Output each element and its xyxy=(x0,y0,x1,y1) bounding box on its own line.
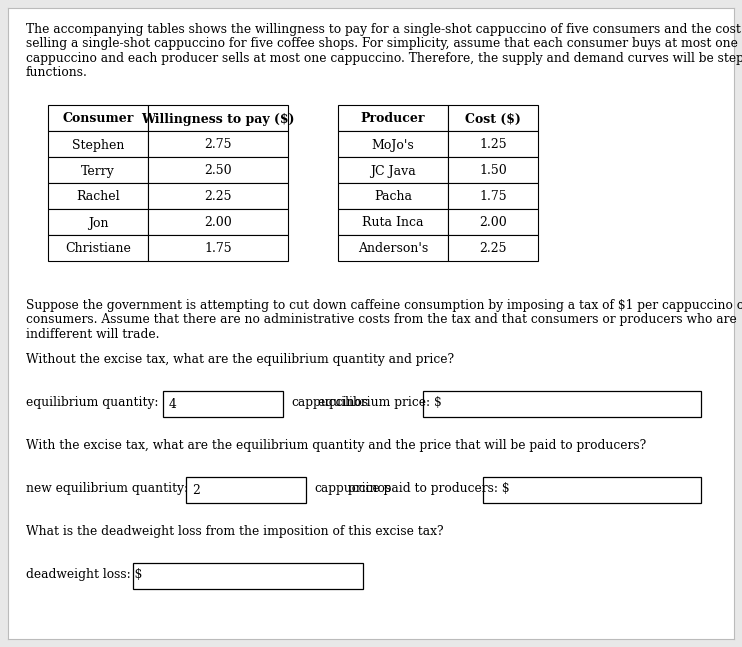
Text: equilibrium quantity:: equilibrium quantity: xyxy=(26,396,159,409)
Text: 1.50: 1.50 xyxy=(479,164,507,177)
Text: 2.25: 2.25 xyxy=(204,190,232,204)
Bar xyxy=(148,105,288,131)
Bar xyxy=(163,391,283,417)
Text: equilibrium price: $: equilibrium price: $ xyxy=(318,396,441,409)
Text: price paid to producers: $: price paid to producers: $ xyxy=(348,482,510,495)
Bar xyxy=(338,131,448,157)
Bar xyxy=(148,131,288,157)
Bar xyxy=(448,235,538,261)
Bar xyxy=(338,209,448,235)
Bar xyxy=(48,105,148,131)
Text: consumers. Assume that there are no administrative costs from the tax and that c: consumers. Assume that there are no admi… xyxy=(26,314,737,327)
Text: 1.25: 1.25 xyxy=(479,138,507,151)
Text: With the excise tax, what are the equilibrium quantity and the price that will b: With the excise tax, what are the equili… xyxy=(26,439,646,452)
Bar xyxy=(448,183,538,209)
Bar xyxy=(148,209,288,235)
Text: Christiane: Christiane xyxy=(65,243,131,256)
Bar xyxy=(148,235,288,261)
Text: 2.00: 2.00 xyxy=(204,217,232,230)
Bar xyxy=(148,157,288,183)
Bar xyxy=(338,235,448,261)
Bar xyxy=(338,105,448,131)
Text: cappuccinos: cappuccinos xyxy=(314,482,391,495)
Text: JC Java: JC Java xyxy=(370,164,416,177)
Text: MoJo's: MoJo's xyxy=(372,138,414,151)
Text: Consumer: Consumer xyxy=(62,113,134,126)
Text: Rachel: Rachel xyxy=(76,190,119,204)
Bar xyxy=(48,131,148,157)
Bar xyxy=(448,157,538,183)
Text: 4: 4 xyxy=(169,398,177,411)
Text: What is the deadweight loss from the imposition of this excise tax?: What is the deadweight loss from the imp… xyxy=(26,525,444,538)
Text: indifferent will trade.: indifferent will trade. xyxy=(26,328,160,341)
Text: Producer: Producer xyxy=(361,113,425,126)
Text: Ruta Inca: Ruta Inca xyxy=(362,217,424,230)
Text: Jon: Jon xyxy=(88,217,108,230)
Text: 2: 2 xyxy=(192,484,200,497)
Bar xyxy=(48,209,148,235)
Bar xyxy=(448,105,538,131)
Text: 1.75: 1.75 xyxy=(204,243,232,256)
Text: Suppose the government is attempting to cut down caffeine consumption by imposin: Suppose the government is attempting to … xyxy=(26,299,742,312)
Text: 1.75: 1.75 xyxy=(479,190,507,204)
Bar xyxy=(186,476,306,503)
Text: cappuccinos: cappuccinos xyxy=(291,396,368,409)
Text: cappuccino and each producer sells at most one cappuccino. Therefore, the supply: cappuccino and each producer sells at mo… xyxy=(26,52,742,65)
Text: Pacha: Pacha xyxy=(374,190,412,204)
Text: The accompanying tables shows the willingness to pay for a single-shot cappuccin: The accompanying tables shows the willin… xyxy=(26,23,742,36)
Text: 2.00: 2.00 xyxy=(479,217,507,230)
Text: 2.25: 2.25 xyxy=(479,243,507,256)
Bar xyxy=(338,183,448,209)
Bar xyxy=(448,131,538,157)
Bar xyxy=(338,157,448,183)
Text: Stephen: Stephen xyxy=(72,138,124,151)
Text: 2.50: 2.50 xyxy=(204,164,232,177)
Bar xyxy=(148,183,288,209)
Text: Cost ($): Cost ($) xyxy=(465,113,521,126)
Text: Willingness to pay ($): Willingness to pay ($) xyxy=(141,113,295,126)
Text: functions.: functions. xyxy=(26,67,88,80)
Bar xyxy=(133,562,363,589)
Bar xyxy=(483,476,701,503)
Bar xyxy=(48,235,148,261)
Bar xyxy=(48,157,148,183)
Bar xyxy=(48,183,148,209)
Text: Terry: Terry xyxy=(81,164,115,177)
Text: selling a single-shot cappuccino for five coffee shops. For simplicity, assume t: selling a single-shot cappuccino for fiv… xyxy=(26,38,738,50)
Bar xyxy=(423,391,701,417)
Text: deadweight loss: $: deadweight loss: $ xyxy=(26,568,142,581)
Text: Without the excise tax, what are the equilibrium quantity and price?: Without the excise tax, what are the equ… xyxy=(26,353,454,366)
Bar xyxy=(448,209,538,235)
Text: Anderson's: Anderson's xyxy=(358,243,428,256)
Text: new equilibrium quantity:: new equilibrium quantity: xyxy=(26,482,188,495)
Text: 2.75: 2.75 xyxy=(204,138,232,151)
